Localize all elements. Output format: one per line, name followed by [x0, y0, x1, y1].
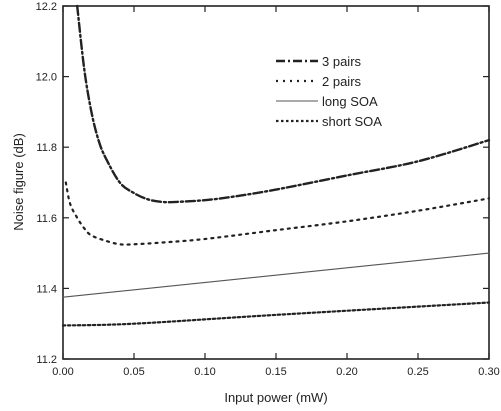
- y-tick-label: 11.8: [36, 142, 57, 154]
- y-tick-label: 11.6: [36, 213, 57, 225]
- x-axis-label: Input power (mW): [224, 390, 327, 405]
- ticks-layer: 0.00 0.05 0.10 0.15 0.20 0.25 0.30 11.2 11.4 11.6…: [36, 1, 500, 378]
- y-tick-label: 12.0: [36, 72, 57, 84]
- y-tick-label: 11.4: [36, 283, 57, 295]
- legend-label: 3 pairs: [322, 54, 362, 69]
- series-line-2-pairs: [64, 181, 491, 246]
- legend-label: long SOA: [322, 94, 378, 109]
- x-tick-label: 0.00: [52, 366, 73, 378]
- x-tick-label: 0.15: [265, 366, 286, 378]
- y-tick-label: 12.2: [36, 1, 57, 13]
- x-tick-label: 0.20: [336, 366, 357, 378]
- y-axis-label: Noise figure (dB): [11, 133, 26, 231]
- series-line-short-soa: [61, 301, 491, 327]
- x-tick-label: 0.10: [194, 366, 215, 378]
- x-tick-label: 0.25: [407, 366, 428, 378]
- legend-label: 2 pairs: [322, 74, 362, 89]
- series-line-long-soa: [62, 252, 490, 298]
- legend-label: short SOA: [322, 114, 382, 129]
- series-layer: [61, 4, 491, 327]
- x-tick-label: 0.05: [123, 366, 144, 378]
- series-line-3-pairs: [76, 4, 491, 204]
- x-tick-label: 0.30: [478, 366, 499, 378]
- legend: 3 pairs 2 pairs long SOA short SOA: [276, 54, 382, 129]
- y-tick-label: 11.2: [36, 354, 57, 366]
